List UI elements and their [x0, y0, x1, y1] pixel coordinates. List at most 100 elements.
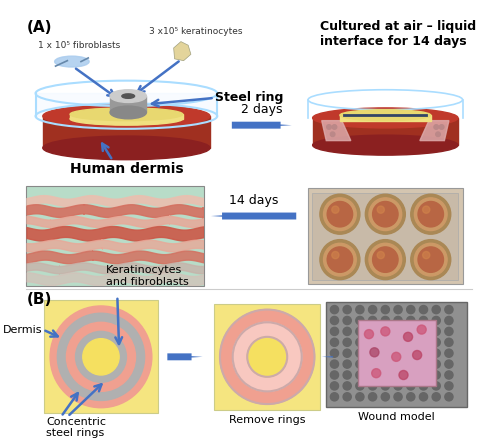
Circle shape [406, 316, 415, 325]
Circle shape [394, 327, 402, 336]
Text: Human dermis: Human dermis [70, 161, 183, 176]
Circle shape [381, 349, 390, 357]
Text: Steel ring: Steel ring [216, 92, 284, 105]
Circle shape [320, 240, 360, 280]
Polygon shape [43, 116, 210, 148]
Circle shape [406, 360, 415, 368]
Circle shape [394, 316, 402, 325]
Ellipse shape [54, 56, 89, 67]
Polygon shape [36, 93, 218, 116]
Circle shape [381, 316, 390, 325]
Circle shape [406, 305, 415, 314]
Circle shape [436, 132, 440, 136]
Circle shape [332, 252, 339, 259]
Circle shape [372, 369, 381, 378]
Ellipse shape [340, 110, 431, 121]
FancyBboxPatch shape [26, 186, 204, 286]
Circle shape [330, 316, 338, 325]
Circle shape [406, 371, 415, 379]
Circle shape [343, 327, 351, 336]
Circle shape [377, 206, 384, 213]
Text: Wound model: Wound model [358, 412, 434, 422]
Circle shape [356, 316, 364, 325]
FancyBboxPatch shape [358, 320, 436, 386]
Circle shape [445, 349, 453, 357]
Circle shape [356, 382, 364, 390]
Circle shape [330, 393, 338, 401]
FancyBboxPatch shape [308, 189, 463, 284]
Circle shape [364, 329, 374, 339]
Circle shape [432, 360, 440, 368]
Circle shape [404, 332, 412, 342]
Circle shape [412, 350, 422, 359]
Text: 2 days: 2 days [241, 103, 282, 116]
Circle shape [394, 305, 402, 314]
Circle shape [445, 338, 453, 346]
Text: 1 x 10⁵ fibroblasts: 1 x 10⁵ fibroblasts [38, 41, 120, 50]
Circle shape [432, 327, 440, 336]
Ellipse shape [43, 136, 210, 160]
Ellipse shape [110, 106, 146, 119]
Circle shape [418, 247, 444, 272]
Circle shape [432, 349, 440, 357]
Circle shape [420, 393, 428, 401]
Circle shape [332, 125, 336, 129]
Circle shape [368, 371, 376, 379]
Circle shape [368, 382, 376, 390]
Circle shape [445, 316, 453, 325]
Circle shape [356, 360, 364, 368]
Circle shape [417, 325, 426, 334]
Ellipse shape [43, 104, 210, 128]
Circle shape [83, 339, 119, 375]
Text: (B): (B) [26, 292, 52, 308]
Ellipse shape [312, 108, 458, 128]
Circle shape [420, 382, 428, 390]
Text: Cultured at air – liquid
interface for 14 days: Cultured at air – liquid interface for 1… [320, 20, 476, 48]
Text: 3 x10⁵ keratinocytes: 3 x10⁵ keratinocytes [149, 27, 242, 36]
Circle shape [394, 338, 402, 346]
FancyBboxPatch shape [214, 304, 320, 410]
Circle shape [432, 371, 440, 379]
Circle shape [445, 371, 453, 379]
Circle shape [432, 316, 440, 325]
Circle shape [232, 322, 302, 392]
Circle shape [381, 327, 390, 336]
Text: (A): (A) [26, 20, 52, 35]
Circle shape [369, 198, 402, 231]
Circle shape [432, 305, 440, 314]
Circle shape [343, 349, 351, 357]
Circle shape [330, 371, 338, 379]
Circle shape [422, 252, 430, 259]
Circle shape [368, 393, 376, 401]
Circle shape [440, 125, 444, 129]
Circle shape [366, 194, 406, 234]
Circle shape [420, 360, 428, 368]
Circle shape [411, 194, 451, 234]
Circle shape [368, 305, 376, 314]
Text: 14 days: 14 days [229, 194, 278, 207]
Circle shape [370, 348, 379, 357]
Circle shape [445, 327, 453, 336]
Circle shape [394, 349, 402, 357]
Circle shape [372, 247, 398, 272]
Circle shape [445, 360, 453, 368]
Ellipse shape [70, 108, 182, 121]
Circle shape [343, 360, 351, 368]
Circle shape [343, 305, 351, 314]
Circle shape [414, 243, 447, 276]
Circle shape [50, 306, 152, 408]
Circle shape [406, 349, 415, 357]
Circle shape [381, 393, 390, 401]
Circle shape [66, 322, 136, 392]
Circle shape [326, 125, 332, 129]
Circle shape [356, 371, 364, 379]
Circle shape [368, 338, 376, 346]
Circle shape [445, 382, 453, 390]
FancyBboxPatch shape [312, 193, 458, 280]
Circle shape [368, 349, 376, 357]
Circle shape [324, 198, 356, 231]
Circle shape [356, 349, 364, 357]
Text: Keratinocytes
and fibroblasts: Keratinocytes and fibroblasts [106, 265, 188, 287]
Circle shape [368, 316, 376, 325]
Circle shape [445, 393, 453, 401]
